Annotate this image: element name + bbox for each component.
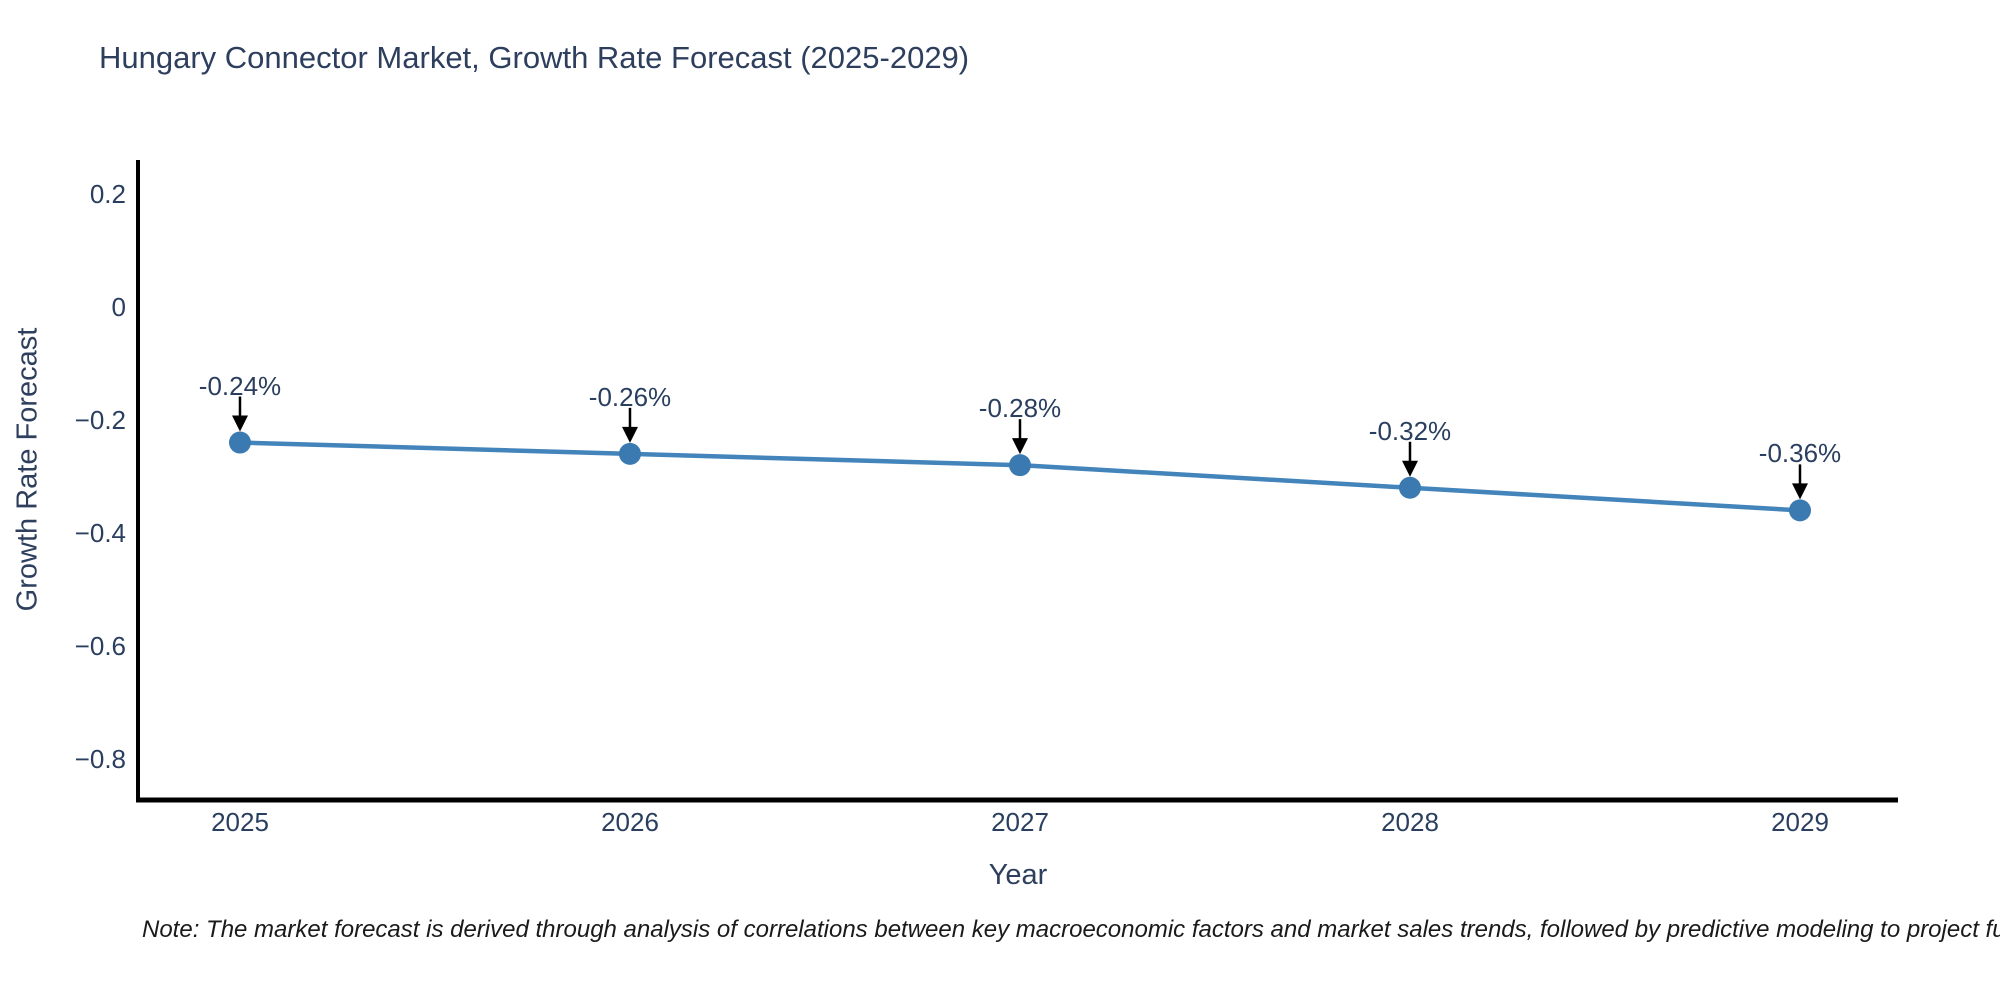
- y-tick-label: −0.4: [74, 517, 126, 548]
- y-axis-title: Growth Rate Forecast: [11, 327, 44, 612]
- annotation-label: -0.36%: [1758, 438, 1842, 469]
- x-tick-label: 2026: [601, 807, 659, 837]
- annotation-arrowhead: [1011, 438, 1028, 455]
- annotation-arrowhead: [1401, 460, 1418, 477]
- annotation-arrowhead: [231, 415, 248, 432]
- data-point-marker: [618, 442, 641, 465]
- annotation-label: -0.32%: [1368, 415, 1452, 446]
- data-point-marker: [1788, 499, 1811, 522]
- y-tick-label: 0: [111, 291, 126, 322]
- data-point-marker: [228, 431, 251, 454]
- y-tick-label: 0.2: [89, 178, 126, 209]
- y-tick-label: −0.6: [74, 631, 126, 661]
- x-tick-label: 2025: [211, 807, 269, 837]
- annotation-label: -0.26%: [588, 381, 672, 412]
- data-point-marker: [1398, 476, 1421, 499]
- annotation-arrowhead: [621, 426, 638, 443]
- x-tick-label: 2028: [1381, 807, 1439, 837]
- annotation-label: -0.24%: [198, 370, 282, 401]
- y-tick-label: −0.2: [74, 404, 126, 435]
- y-tick-label: −0.8: [74, 744, 126, 775]
- x-tick-label: 2027: [991, 807, 1049, 837]
- x-axis-title: Year: [988, 859, 1048, 891]
- data-point-marker: [1008, 454, 1031, 477]
- annotation-arrowhead: [1791, 483, 1808, 500]
- x-tick-label: 2029: [1771, 807, 1829, 837]
- footnote: Note: The market forecast is derived thr…: [142, 916, 2000, 943]
- annotation-label: -0.28%: [978, 393, 1062, 424]
- chart-title: Hungary Connector Market, Growth Rate Fo…: [99, 40, 970, 75]
